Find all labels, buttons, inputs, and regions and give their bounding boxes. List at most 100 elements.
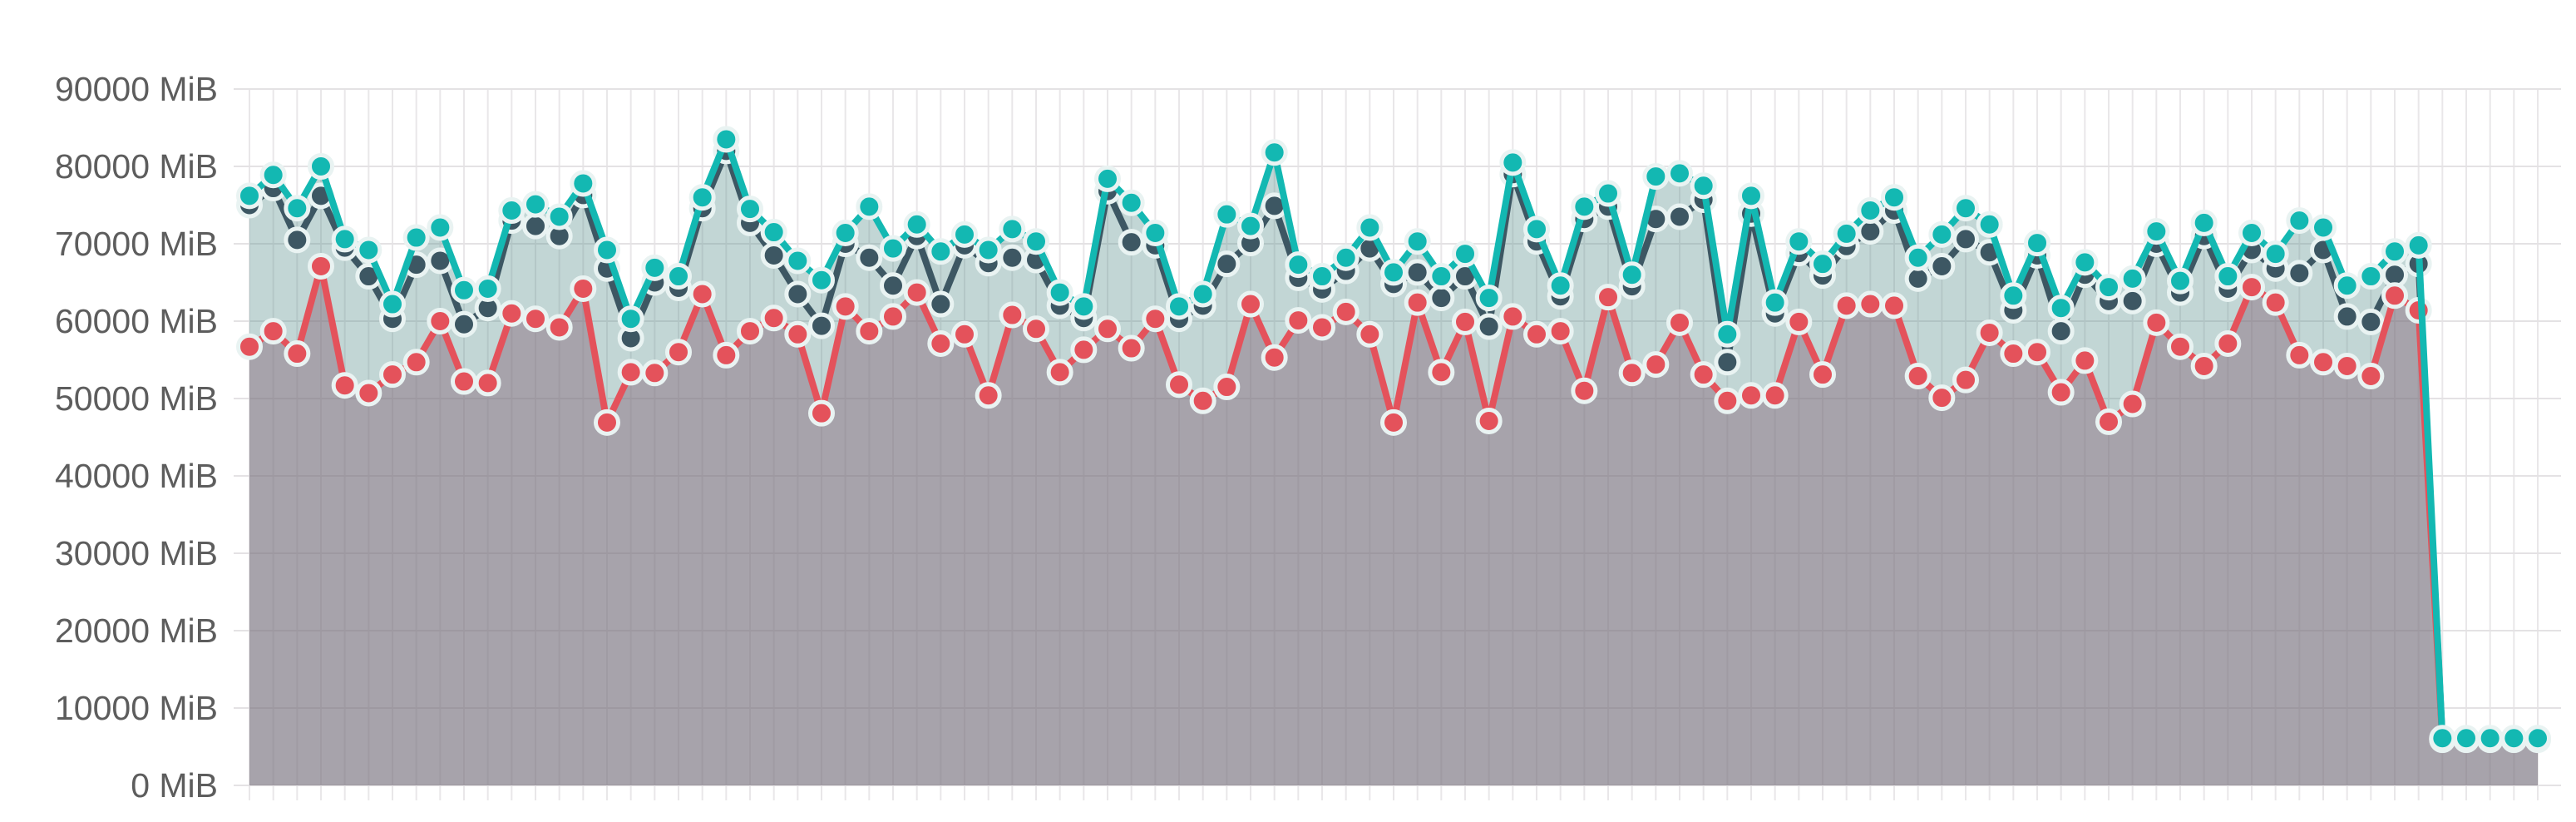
red-series-data-point[interactable]: [474, 369, 501, 397]
red-series-data-point[interactable]: [975, 382, 1002, 409]
red-series-data-point[interactable]: [570, 275, 597, 302]
red-series-data-point[interactable]: [594, 409, 621, 436]
teal-series-data-point[interactable]: [2071, 249, 2099, 276]
red-series-data-point[interactable]: [2095, 408, 2123, 435]
dark-series-data-point[interactable]: [760, 241, 787, 269]
teal-series-data-point[interactable]: [1380, 259, 1408, 286]
dark-series-data-point[interactable]: [1475, 313, 1503, 340]
red-series-data-point[interactable]: [1809, 361, 1837, 389]
teal-series-data-point[interactable]: [2167, 267, 2194, 295]
red-series-data-point[interactable]: [1261, 344, 1288, 371]
teal-series-data-point[interactable]: [236, 182, 263, 210]
teal-series-data-point[interactable]: [1738, 182, 1765, 210]
red-series-data-point[interactable]: [2214, 329, 2242, 357]
teal-series-data-point[interactable]: [1714, 320, 1741, 348]
teal-series-data-point[interactable]: [760, 219, 787, 246]
red-series-data-point[interactable]: [1428, 359, 1455, 386]
dark-series-data-point[interactable]: [880, 272, 907, 300]
dark-series-data-point[interactable]: [2333, 303, 2361, 330]
red-series-data-point[interactable]: [2143, 309, 2170, 336]
teal-series-data-point[interactable]: [2214, 263, 2242, 290]
red-series-data-point[interactable]: [259, 318, 287, 345]
red-series-data-point[interactable]: [1213, 374, 1241, 401]
teal-series-data-point[interactable]: [2262, 240, 2289, 268]
teal-series-data-point[interactable]: [1618, 261, 1646, 289]
teal-series-data-point[interactable]: [402, 224, 430, 251]
teal-series-data-point[interactable]: [379, 290, 407, 318]
dark-series-data-point[interactable]: [999, 244, 1026, 271]
red-series-data-point[interactable]: [236, 333, 263, 360]
teal-series-data-point[interactable]: [2310, 214, 2337, 241]
red-series-data-point[interactable]: [1023, 315, 1050, 343]
red-series-data-point[interactable]: [1833, 292, 1860, 319]
red-series-data-point[interactable]: [2071, 347, 2099, 374]
red-series-data-point[interactable]: [737, 318, 764, 345]
dark-series-data-point[interactable]: [1404, 259, 1431, 286]
teal-series-data-point[interactable]: [1142, 219, 1169, 246]
teal-series-data-point[interactable]: [1404, 228, 1431, 255]
red-series-data-point[interactable]: [641, 359, 669, 387]
teal-series-data-point[interactable]: [474, 275, 501, 302]
teal-series-data-point[interactable]: [1094, 165, 1122, 192]
red-series-data-point[interactable]: [2262, 289, 2289, 316]
teal-series-data-point[interactable]: [1309, 263, 1336, 290]
teal-series-data-point[interactable]: [1761, 289, 1789, 316]
red-series-data-point[interactable]: [1952, 366, 1980, 394]
teal-series-data-point[interactable]: [1475, 285, 1503, 312]
teal-series-data-point[interactable]: [1189, 280, 1216, 308]
red-series-data-point[interactable]: [331, 372, 358, 399]
teal-series-data-point[interactable]: [1332, 244, 1360, 271]
teal-series-data-point[interactable]: [1285, 251, 1312, 279]
dark-series-data-point[interactable]: [808, 312, 836, 339]
teal-series-data-point[interactable]: [1046, 279, 1073, 306]
red-series-data-point[interactable]: [2000, 340, 2027, 368]
teal-series-data-point[interactable]: [1547, 272, 1574, 300]
teal-series-data-point[interactable]: [1904, 244, 1932, 271]
red-series-data-point[interactable]: [1761, 382, 1789, 409]
red-series-data-point[interactable]: [308, 252, 335, 280]
dark-series-data-point[interactable]: [1928, 252, 1956, 280]
red-series-data-point[interactable]: [2024, 339, 2051, 366]
red-series-data-point[interactable]: [1452, 308, 1479, 335]
red-series-data-point[interactable]: [808, 399, 836, 427]
teal-series-data-point[interactable]: [355, 236, 382, 264]
teal-series-data-point[interactable]: [1213, 201, 1241, 228]
red-series-data-point[interactable]: [1404, 289, 1431, 316]
dark-series-data-point[interactable]: [927, 290, 955, 318]
teal-series-data-point[interactable]: [2381, 238, 2409, 265]
teal-series-data-point[interactable]: [2119, 265, 2146, 292]
red-series-data-point[interactable]: [355, 379, 382, 407]
red-series-data-point[interactable]: [1118, 334, 1145, 362]
red-series-data-point[interactable]: [1666, 309, 1694, 336]
dark-series-data-point[interactable]: [1952, 225, 1980, 253]
teal-series-data-point[interactable]: [594, 236, 621, 264]
teal-series-data-point[interactable]: [832, 219, 859, 246]
red-series-data-point[interactable]: [2190, 352, 2218, 379]
teal-series-data-point[interactable]: [1642, 163, 1670, 191]
red-series-data-point[interactable]: [760, 305, 787, 332]
red-series-data-point[interactable]: [1642, 351, 1670, 379]
red-series-data-point[interactable]: [688, 280, 716, 308]
red-series-data-point[interactable]: [1356, 320, 1384, 348]
teal-series-data-point[interactable]: [737, 196, 764, 223]
teal-series-data-point[interactable]: [880, 235, 907, 262]
teal-series-data-point[interactable]: [1571, 193, 1598, 220]
teal-series-data-point[interactable]: [2453, 725, 2480, 752]
teal-series-data-point[interactable]: [2476, 725, 2504, 752]
red-series-data-point[interactable]: [999, 301, 1026, 329]
teal-series-data-point[interactable]: [713, 126, 740, 153]
teal-series-data-point[interactable]: [1499, 149, 1527, 176]
teal-series-data-point[interactable]: [2024, 230, 2051, 257]
dark-series-data-point[interactable]: [1714, 349, 1741, 376]
teal-series-data-point[interactable]: [2000, 282, 2027, 309]
teal-series-data-point[interactable]: [427, 214, 454, 241]
teal-series-data-point[interactable]: [522, 191, 550, 218]
teal-series-data-point[interactable]: [2047, 295, 2075, 322]
teal-series-data-point[interactable]: [1452, 240, 1479, 268]
red-series-data-point[interactable]: [451, 368, 478, 395]
red-series-data-point[interactable]: [856, 318, 883, 345]
red-series-data-point[interactable]: [1571, 377, 1598, 404]
teal-series-data-point[interactable]: [2357, 263, 2385, 290]
dark-series-data-point[interactable]: [1666, 203, 1694, 230]
dark-series-data-point[interactable]: [2286, 260, 2313, 287]
